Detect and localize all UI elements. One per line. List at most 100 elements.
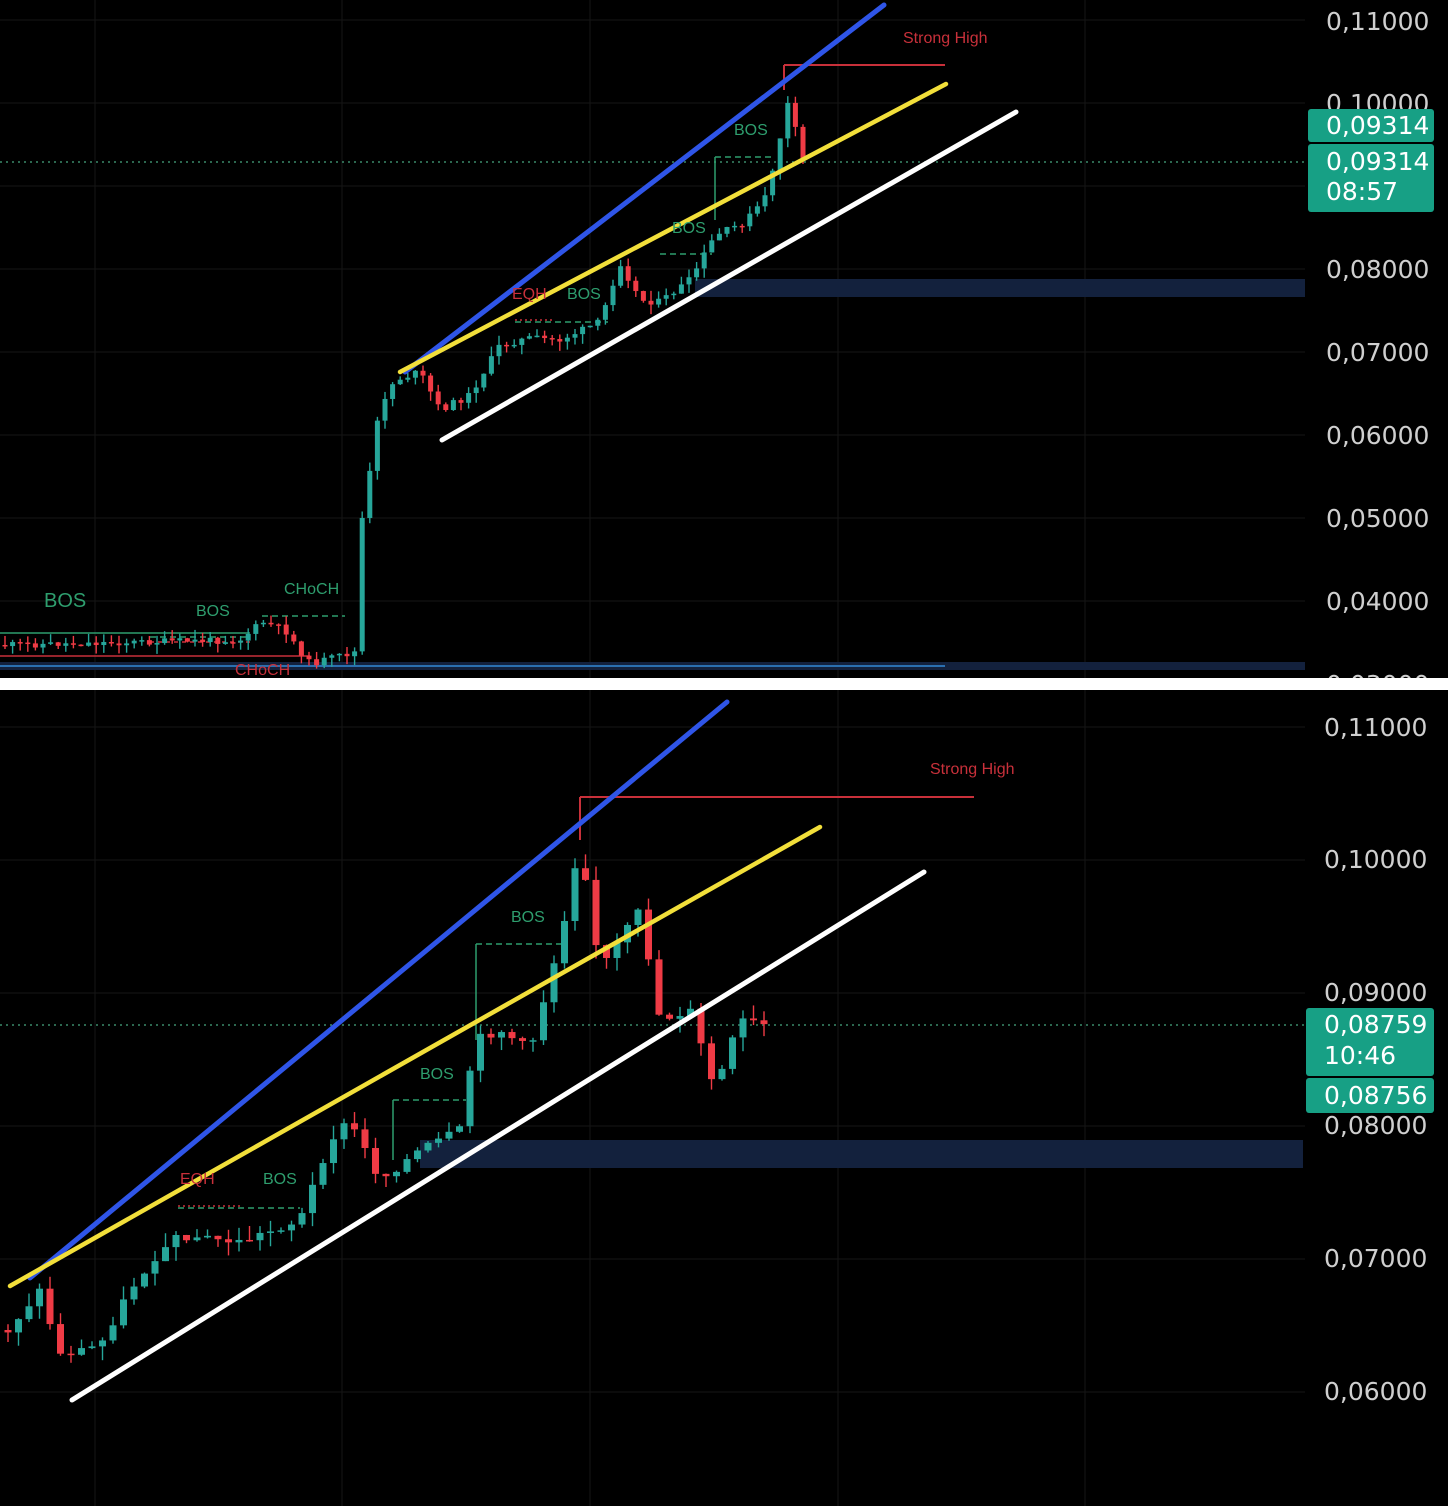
strong-high-label: Strong High	[903, 30, 988, 47]
candle-body	[456, 1126, 463, 1132]
candle-body	[403, 1159, 411, 1172]
trend-lines[interactable]	[7, 699, 927, 1403]
candle-body	[382, 1173, 390, 1177]
candle-body	[359, 517, 365, 652]
candle-body	[762, 195, 768, 207]
candle-body	[32, 643, 38, 648]
candle-body	[276, 624, 282, 626]
candle-body	[193, 1237, 201, 1241]
trend-lines[interactable]	[397, 2, 1019, 443]
candle-body	[678, 284, 684, 294]
candle-body	[526, 336, 532, 339]
chart-bottom-svg[interactable]: Strong High BOS BOS EQH BOS 0,11000 0,10…	[0, 690, 1448, 1506]
candle-body	[172, 1234, 180, 1248]
candle-body	[481, 373, 487, 388]
candle-body	[420, 370, 426, 376]
candle-body	[613, 942, 621, 958]
candle-body	[238, 640, 244, 643]
chart-panel-bottom[interactable]: Strong High BOS BOS EQH BOS 0,11000 0,10…	[0, 690, 1448, 1506]
candles	[4, 854, 768, 1363]
candle-body	[230, 642, 236, 644]
blue-trend-line	[27, 699, 730, 1281]
candle-body	[146, 640, 152, 645]
candle-body	[792, 102, 798, 127]
candle-body	[93, 642, 99, 646]
candle-body	[508, 1032, 516, 1039]
white-trend-line	[439, 109, 1019, 443]
chart-top-svg[interactable]: Strong High BOS BOS BOS EQH BOS BOS CHoC…	[0, 0, 1448, 678]
candle-body	[10, 642, 16, 647]
candle-body	[656, 298, 662, 305]
grid	[0, 0, 1305, 678]
bos-label: BOS	[196, 603, 230, 620]
candle-body	[450, 400, 456, 411]
candle-body	[382, 398, 388, 421]
candle-body	[344, 653, 350, 657]
candle-body	[4, 1330, 12, 1333]
candle-body	[245, 633, 251, 641]
y-tick-label: 0,06000	[1326, 421, 1429, 450]
candle-body	[671, 293, 677, 296]
candle-body	[352, 651, 358, 657]
structure-lines	[0, 64, 1305, 657]
candle-body	[557, 339, 563, 342]
candle-body	[192, 639, 198, 642]
candle-body	[800, 126, 806, 160]
candle-body	[48, 642, 54, 644]
candle-body	[314, 659, 320, 666]
candle-body	[466, 1070, 474, 1127]
candle-body	[504, 344, 510, 347]
candle-body	[46, 1288, 54, 1325]
candle-body	[655, 959, 663, 1015]
candle-body	[770, 170, 776, 196]
candle-body	[25, 642, 31, 645]
candle-body	[542, 335, 548, 339]
blue-trend-line	[402, 2, 887, 375]
candle-body	[17, 642, 23, 644]
y-tick-label: 0,11000	[1324, 713, 1427, 742]
candle-body	[367, 470, 373, 518]
bos-label: BOS	[44, 590, 86, 612]
candle-body	[183, 1234, 190, 1241]
candle-body	[309, 1184, 316, 1214]
grid	[0, 690, 1305, 1506]
candle-body	[336, 653, 342, 656]
candle-body	[708, 1043, 715, 1080]
candle-body	[424, 1142, 432, 1151]
candle-body	[101, 642, 107, 646]
candle-body	[640, 291, 646, 301]
candle-body	[747, 213, 753, 227]
bos-label: BOS	[511, 909, 545, 926]
candle-body	[610, 285, 616, 306]
bos-label: BOS	[420, 1066, 454, 1083]
candle-body	[329, 655, 335, 658]
candle-body	[414, 1150, 421, 1160]
current-price-value: 0,08759	[1324, 1010, 1427, 1039]
candle-body	[561, 921, 568, 964]
candle-body	[177, 638, 183, 641]
demand-zones	[0, 279, 1305, 670]
candle-body	[283, 624, 289, 635]
candle-body	[108, 642, 114, 644]
candle-body	[120, 1299, 127, 1326]
candle-body	[184, 638, 190, 642]
countdown-price-tag: 0,08759 10:46	[1306, 1008, 1434, 1076]
candle-body	[397, 379, 403, 385]
candle-body	[306, 655, 312, 660]
candle-body	[488, 356, 494, 374]
eqh-label: EQH	[180, 1171, 215, 1188]
candle-body	[298, 1213, 306, 1225]
last-price-value: 0,08756	[1324, 1081, 1427, 1110]
last-price-tag: 0,09314	[1308, 109, 1434, 142]
candle-body	[40, 643, 46, 648]
strong-high-label: Strong High	[930, 761, 1015, 778]
candle-body	[214, 1235, 222, 1240]
candle-body	[139, 640, 145, 642]
candle-body	[253, 624, 259, 634]
candle-body	[519, 1038, 526, 1041]
chart-panel-top[interactable]: Strong High BOS BOS BOS EQH BOS BOS CHoC…	[0, 0, 1448, 678]
candle-body	[200, 639, 206, 643]
candle-body	[124, 643, 130, 646]
candle-body	[109, 1325, 117, 1341]
candle-body	[267, 1231, 274, 1233]
